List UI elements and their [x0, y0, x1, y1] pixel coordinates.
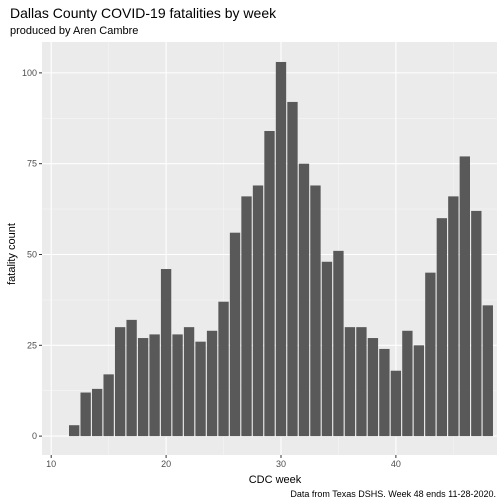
bar [218, 301, 229, 437]
bar [195, 341, 206, 437]
x-tick-label: 10 [46, 459, 56, 469]
bar [425, 272, 436, 437]
bar [287, 101, 298, 437]
bar [160, 269, 172, 437]
bar [149, 334, 160, 437]
x-axis-title: CDC week [249, 474, 302, 486]
bar [390, 370, 402, 437]
bar [241, 196, 252, 437]
bar [80, 392, 91, 437]
bar [436, 218, 448, 437]
bar [114, 327, 126, 437]
bar [298, 163, 310, 437]
y-tick-label: 75 [27, 159, 37, 169]
y-tick-label: 100 [22, 68, 37, 78]
bar [482, 305, 493, 437]
y-axis: 0 25 50 75 100 [22, 68, 42, 441]
bar [172, 334, 183, 437]
x-axis: 1020304050 [46, 455, 401, 469]
chart-subtitle: produced by Aren Cambre [10, 25, 138, 37]
bar [344, 327, 356, 437]
bar [91, 388, 103, 437]
x-tick-label: 40 [391, 459, 401, 469]
x-tick-label: 20 [161, 459, 171, 469]
y-axis-title: fatality count [6, 223, 18, 285]
bar [229, 232, 241, 437]
bar [471, 210, 482, 437]
bar [275, 61, 287, 437]
bar [379, 348, 390, 437]
bar [402, 330, 413, 437]
bar [321, 261, 333, 437]
bar [137, 338, 149, 437]
y-tick-label: 50 [27, 249, 37, 259]
bar [126, 319, 137, 437]
bar [448, 196, 459, 437]
bar [310, 185, 321, 437]
bar [367, 338, 379, 437]
bar [356, 327, 367, 437]
x-tick-label: 30 [276, 459, 286, 469]
y-tick-label: 0 [32, 431, 37, 441]
bars [69, 61, 493, 437]
bar [103, 374, 114, 437]
bar [459, 156, 470, 437]
bar [183, 327, 195, 437]
bar [69, 425, 80, 437]
bar [264, 130, 275, 437]
bar [206, 330, 218, 437]
chart-caption: Data from Texas DSHS. Week 48 ends 11-28… [290, 489, 496, 499]
bar [413, 345, 425, 437]
chart-title: Dallas County COVID-19 fatalities by wee… [10, 5, 277, 21]
bar [333, 250, 344, 437]
bar [252, 185, 264, 437]
y-tick-label: 25 [27, 340, 37, 350]
